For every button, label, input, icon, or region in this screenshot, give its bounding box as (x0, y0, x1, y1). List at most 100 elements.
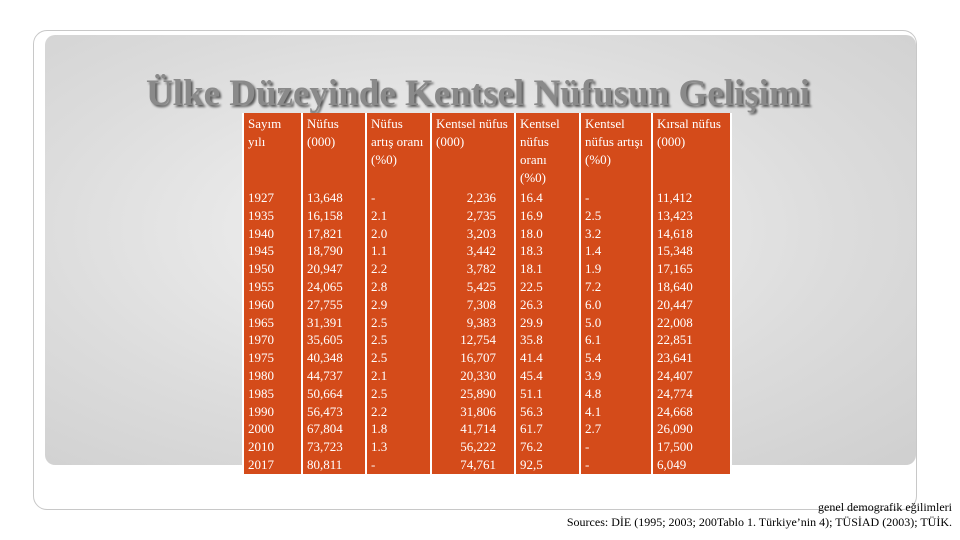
column-header: Kentsel nüfus (000) (432, 113, 514, 189)
table-row: 1960 27,755 2.9 7,308 26.3 6.0 20,447 (244, 295, 730, 314)
table-cell: - (581, 438, 651, 456)
table-row: 1950 20,947 2.2 3,782 18.1 1.9 17,165 (244, 260, 730, 278)
table-cell: 14,618 (653, 224, 730, 243)
table-cell: 6.0 (581, 295, 651, 314)
table-row: 1940 17,821 2.0 3,203 18.0 3.2 14,618 (244, 224, 730, 243)
table-cell: 44,737 (303, 366, 365, 385)
table-cell: 41.4 (516, 349, 579, 367)
table-cell: 26.3 (516, 295, 579, 314)
table-row: 2010 73,723 1.3 56,222 76.2-17,500 (244, 438, 730, 456)
table-cell: 1.4 (581, 242, 651, 261)
header-row: Sayım yılı Nüfus (000) Nüfus artış oranı (… (244, 113, 730, 189)
table-row: 1990 56,473 2.2 31,806 56.3 4.1 24,668 (244, 402, 730, 421)
table-cell: 2017 (244, 455, 301, 474)
table-cell: 26,090 (653, 420, 730, 439)
table-cell: 17,165 (653, 260, 730, 278)
table-cell: 13,648 (303, 189, 365, 207)
table-cell: 2,236 (432, 189, 514, 207)
table-cell: 2.1 (367, 366, 430, 385)
table-cell: 1.9 (581, 260, 651, 278)
table-cell: 20,947 (303, 260, 365, 278)
table-cell: 1960 (244, 295, 301, 314)
table-cell: 41,714 (432, 420, 514, 439)
table-cell: 1985 (244, 384, 301, 403)
table-cell: 5.4 (581, 349, 651, 367)
table-row: 1980 44,737 2.1 20,330 45.4 3.9 24,407 (244, 366, 730, 385)
table-row: 2017 80,811-74,761 92,5-6,049 (244, 455, 730, 474)
table-cell: 1945 (244, 242, 301, 261)
table-cell: 27,755 (303, 295, 365, 314)
table-cell: 73,723 (303, 438, 365, 456)
table-cell: 1.8 (367, 420, 430, 439)
table-cell: 15,348 (653, 242, 730, 261)
table-cell: 17,500 (653, 438, 730, 456)
table-cell: 92,5 (516, 455, 579, 474)
table-cell: 24,668 (653, 402, 730, 421)
table-cell: - (581, 189, 651, 207)
column-header: Nüfus (000) (303, 113, 365, 189)
table-cell: 22,851 (653, 331, 730, 350)
table-cell: 3,782 (432, 260, 514, 278)
table-cell: 18.1 (516, 260, 579, 278)
title: Ülke Düzeyinde Kentsel Nüfusun Gelişimi (146, 73, 810, 114)
table-cell: - (581, 455, 651, 474)
table-cell: 2.5 (581, 206, 651, 225)
table-cell: 45.4 (516, 366, 579, 385)
table-cell: 23,641 (653, 349, 730, 367)
table-cell: 16.4 (516, 189, 579, 207)
table-cell: 1940 (244, 224, 301, 243)
table-cell: 16,158 (303, 206, 365, 225)
table-cell: 51.1 (516, 384, 579, 403)
table-cell: 5,425 (432, 277, 514, 296)
table-cell: 2.1 (367, 206, 430, 225)
table-cell: 24,407 (653, 366, 730, 385)
data-table: Sayım yılı Nüfus (000) Nüfus artış oranı (… (242, 113, 732, 474)
table-cell: 3,203 (432, 224, 514, 243)
table-cell: 7,308 (432, 295, 514, 314)
table-cell: 2.5 (367, 331, 430, 350)
table-cell: 3.9 (581, 366, 651, 385)
table-cell: 35,605 (303, 331, 365, 350)
table-cell: 61.7 (516, 420, 579, 439)
table-cell: 22,008 (653, 313, 730, 332)
table-cell: 1.1 (367, 242, 430, 261)
table-cell: 5.0 (581, 313, 651, 332)
table-cell: 16,707 (432, 349, 514, 367)
table-cell: 18.0 (516, 224, 579, 243)
table-cell: 29.9 (516, 313, 579, 332)
table-cell: 1.3 (367, 438, 430, 456)
table-cell: 76.2 (516, 438, 579, 456)
table-cell: 4.8 (581, 384, 651, 403)
table-cell: 1990 (244, 402, 301, 421)
table-cell: 1970 (244, 331, 301, 350)
table-cell: 40,348 (303, 349, 365, 367)
table-cell: - (367, 455, 430, 474)
table-cell: 3.2 (581, 224, 651, 243)
table-cell: - (367, 189, 430, 207)
table-row: 1955 24,065 2.8 5,425 22.5 7.2 18,640 (244, 277, 730, 296)
table-cell: 1927 (244, 189, 301, 207)
slide-frame (33, 30, 917, 510)
table-cell: 24,774 (653, 384, 730, 403)
column-header: Nüfus artış oranı (%0) (367, 113, 430, 189)
table-cell: 9,383 (432, 313, 514, 332)
table-cell: 12,754 (432, 331, 514, 350)
table-row: 1935 16,158 2.1 2,735 16.9 2.5 13,423 (244, 206, 730, 225)
table-cell: 56,222 (432, 438, 514, 456)
table-row: 1975 40,348 2.5 16,707 41.4 5.4 23,641 (244, 349, 730, 367)
table-cell: 2000 (244, 420, 301, 439)
column-header: Kentsel nüfus oranı (%0) (516, 113, 579, 189)
column-header: Sayım yılı (244, 113, 301, 189)
table-cell: 7.2 (581, 277, 651, 296)
table-cell: 20,447 (653, 295, 730, 314)
table-row: 1945 18,790 1.1 3,442 18.3 1.4 15,348 (244, 242, 730, 261)
table-row: 1985 50,664 2.5 25,890 51.1 4.8 24,774 (244, 384, 730, 403)
table-cell: 2.2 (367, 260, 430, 278)
table-row: 2000 67,804 1.8 41,714 61.7 2.7 26,090 (244, 420, 730, 439)
table-cell: 20,330 (432, 366, 514, 385)
table-cell: 11,412 (653, 189, 730, 207)
table-cell: 22.5 (516, 277, 579, 296)
table-cell: 1935 (244, 206, 301, 225)
table-cell: 56.3 (516, 402, 579, 421)
table-cell: 2.9 (367, 295, 430, 314)
